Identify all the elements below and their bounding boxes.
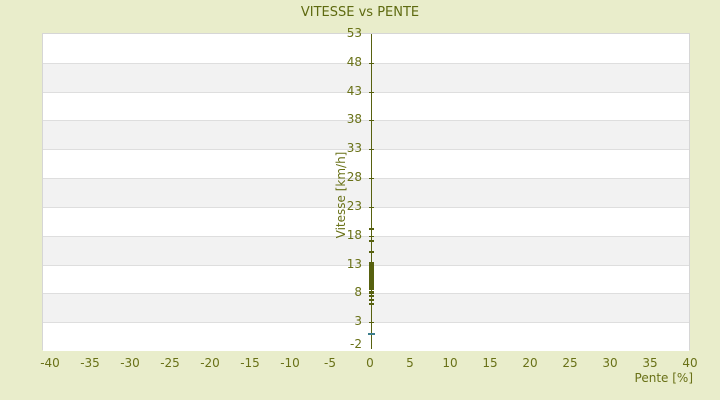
data-point: [369, 291, 374, 293]
plot-band: [43, 322, 689, 351]
y-tick-mark: [369, 236, 374, 237]
data-point: [369, 299, 374, 301]
x-tick-label: -30: [120, 356, 140, 370]
data-point: [369, 270, 374, 272]
data-point: [369, 286, 374, 288]
plot-band: [43, 149, 689, 179]
plot-band: [43, 178, 689, 207]
x-axis-title: Pente [%]: [634, 371, 693, 385]
data-point: [369, 281, 374, 283]
x-tick-label: -25: [160, 356, 180, 370]
x-tick-label: 35: [642, 356, 658, 370]
data-point: [369, 277, 374, 279]
x-tick-label: -15: [240, 356, 260, 370]
plot-band: [43, 120, 689, 150]
plot-band: [43, 264, 689, 294]
x-tick-label: 40: [682, 356, 698, 370]
y-tick-label: 28: [346, 170, 362, 185]
x-tick-label: 0: [366, 356, 374, 370]
plot-band: [43, 62, 689, 92]
y-gridline: [43, 293, 689, 294]
data-point: [369, 262, 374, 264]
x-tick-label: 10: [442, 356, 458, 370]
data-point: [369, 274, 374, 276]
data-point: [369, 265, 374, 267]
y-tick-label: 13: [346, 256, 362, 271]
data-point: [369, 288, 374, 290]
y-tick-label: -2: [350, 337, 362, 351]
y-tick-label: 18: [346, 227, 362, 242]
highlight-data-point: [368, 333, 375, 335]
y-tick-label: 38: [346, 112, 362, 127]
data-point: [369, 251, 374, 253]
y-tick-label: 48: [346, 54, 362, 69]
y-tick-label: 43: [346, 83, 362, 98]
y-gridline: [43, 92, 689, 93]
data-point: [369, 303, 374, 305]
plot-band: [43, 235, 689, 265]
y-gridline: [43, 149, 689, 150]
y-tick-mark: [369, 92, 374, 93]
y-tick-mark: [369, 149, 374, 150]
data-point: [369, 272, 374, 274]
x-tick-label: 25: [562, 356, 578, 370]
data-point: [369, 295, 374, 297]
x-tick-label: -20: [200, 356, 220, 370]
x-tick-label: -35: [80, 356, 100, 370]
y-tick-mark: [369, 120, 374, 121]
x-tick-label: -10: [280, 356, 300, 370]
zero-axis-line: [371, 34, 372, 349]
y-tick-mark: [369, 293, 374, 294]
data-point: [369, 228, 374, 230]
x-tick-label: -40: [40, 356, 60, 370]
y-tick-mark: [369, 178, 374, 179]
plot-area: [42, 33, 690, 351]
y-gridline: [43, 207, 689, 208]
plot-band: [43, 91, 689, 121]
data-point: [369, 279, 374, 281]
y-gridline: [43, 322, 689, 323]
plot-band: [43, 34, 689, 63]
data-point: [369, 284, 374, 286]
x-tick-label: 30: [602, 356, 618, 370]
y-gridline: [43, 236, 689, 237]
y-tick-label: 8: [354, 285, 362, 300]
y-gridline: [43, 120, 689, 121]
plot-band: [43, 293, 689, 323]
data-point: [369, 240, 374, 242]
y-tick-label: 53: [346, 26, 362, 40]
y-tick-label: 3: [354, 314, 362, 329]
x-tick-label: 5: [406, 356, 414, 370]
y-gridline: [43, 63, 689, 64]
plot-band: [43, 206, 689, 236]
x-tick-label: -5: [324, 356, 336, 370]
chart-title: VITESSE vs PENTE: [300, 5, 420, 20]
y-axis-title: Vitesse [km/h]: [334, 151, 348, 239]
y-tick-label: 23: [346, 198, 362, 213]
data-point: [369, 267, 374, 269]
y-gridline: [43, 178, 689, 179]
y-tick-mark: [369, 63, 374, 64]
x-tick-label: 15: [482, 356, 498, 370]
x-tick-label: 20: [522, 356, 538, 370]
y-tick-mark: [369, 207, 374, 208]
y-tick-label: 33: [346, 141, 362, 156]
y-tick-mark: [369, 322, 374, 323]
y-gridline: [43, 265, 689, 266]
